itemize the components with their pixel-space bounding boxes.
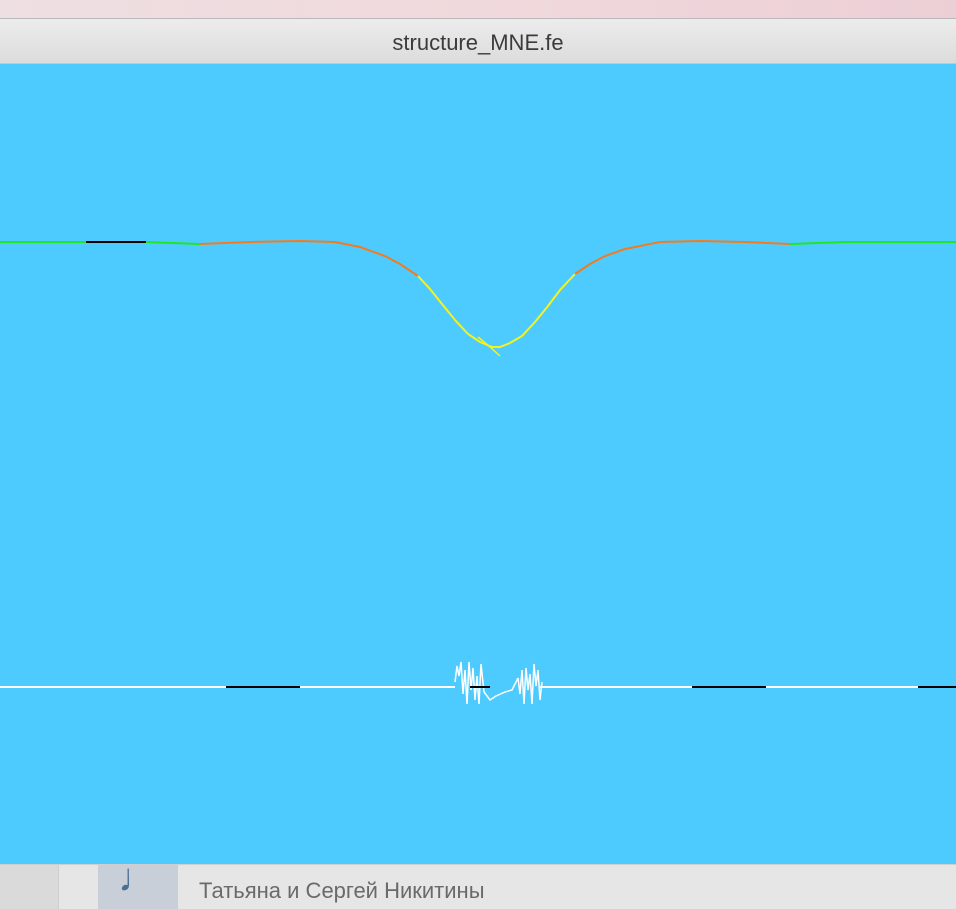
upper-surface-green-left2	[145, 241, 201, 245]
upper-surface-orange-right	[574, 239, 791, 275]
background-app-sidebar	[0, 865, 59, 909]
window-titlebar[interactable]: structure_MNE.fe	[0, 19, 956, 64]
music-note-icon: ♩	[118, 856, 158, 900]
background-music-app: ♩ Татьяна и Сергей Никитины	[0, 858, 956, 909]
defect-cluster	[454, 661, 543, 705]
structure-plot	[0, 239, 956, 705]
graphics-canvas[interactable]	[0, 64, 956, 864]
album-art[interactable]: ♩	[98, 858, 178, 909]
defect-middle-link	[483, 677, 519, 702]
upper-surface-green-right	[789, 241, 956, 245]
defect-left-zigzag	[454, 661, 485, 705]
upper-surface	[0, 239, 956, 357]
defect-right-zigzag	[517, 663, 543, 705]
app-window: structure_MNE.fe	[0, 18, 956, 864]
track-artist[interactable]: Татьяна и Сергей Никитины	[199, 878, 485, 903]
upper-surface-yellow-tail	[477, 336, 501, 357]
upper-surface-orange-left	[199, 239, 419, 277]
window-title: structure_MNE.fe	[392, 30, 564, 55]
desktop-background	[0, 0, 956, 22]
upper-surface-yellow-dip	[417, 273, 576, 348]
